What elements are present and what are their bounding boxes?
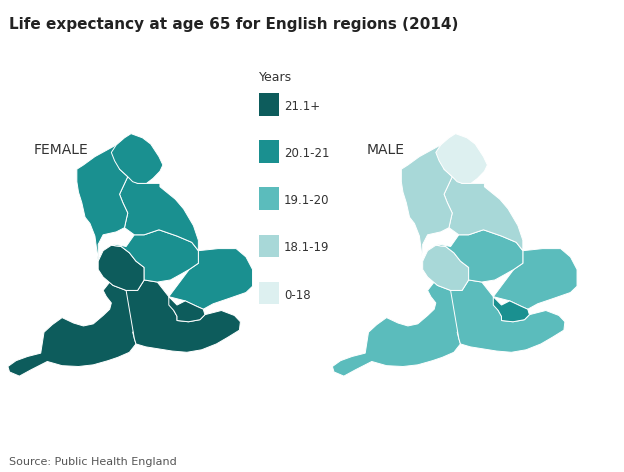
Polygon shape — [111, 134, 163, 184]
Polygon shape — [401, 145, 452, 261]
Polygon shape — [126, 280, 240, 352]
Text: Life expectancy at age 65 for English regions (2014): Life expectancy at age 65 for English re… — [9, 17, 459, 32]
Text: Source: Public Health England: Source: Public Health England — [9, 457, 177, 467]
Polygon shape — [494, 297, 529, 322]
Polygon shape — [157, 249, 253, 309]
Polygon shape — [451, 280, 565, 352]
Polygon shape — [8, 244, 169, 376]
Polygon shape — [111, 230, 198, 282]
Polygon shape — [169, 297, 205, 322]
Text: MALE: MALE — [367, 143, 404, 157]
Polygon shape — [98, 245, 144, 290]
Text: 19.1-20: 19.1-20 — [284, 194, 329, 207]
Text: Years: Years — [259, 71, 292, 84]
Polygon shape — [444, 177, 523, 251]
Text: 0-18: 0-18 — [284, 288, 311, 302]
Text: 20.1-21: 20.1-21 — [284, 147, 329, 160]
Text: 18.1-19: 18.1-19 — [284, 241, 329, 254]
Polygon shape — [77, 145, 128, 261]
Polygon shape — [436, 230, 523, 282]
Polygon shape — [120, 177, 198, 251]
Text: 21.1+: 21.1+ — [284, 100, 320, 113]
Polygon shape — [482, 249, 577, 309]
Text: FEMALE: FEMALE — [34, 143, 89, 157]
Polygon shape — [436, 134, 487, 184]
Polygon shape — [333, 244, 494, 376]
Polygon shape — [422, 245, 469, 290]
